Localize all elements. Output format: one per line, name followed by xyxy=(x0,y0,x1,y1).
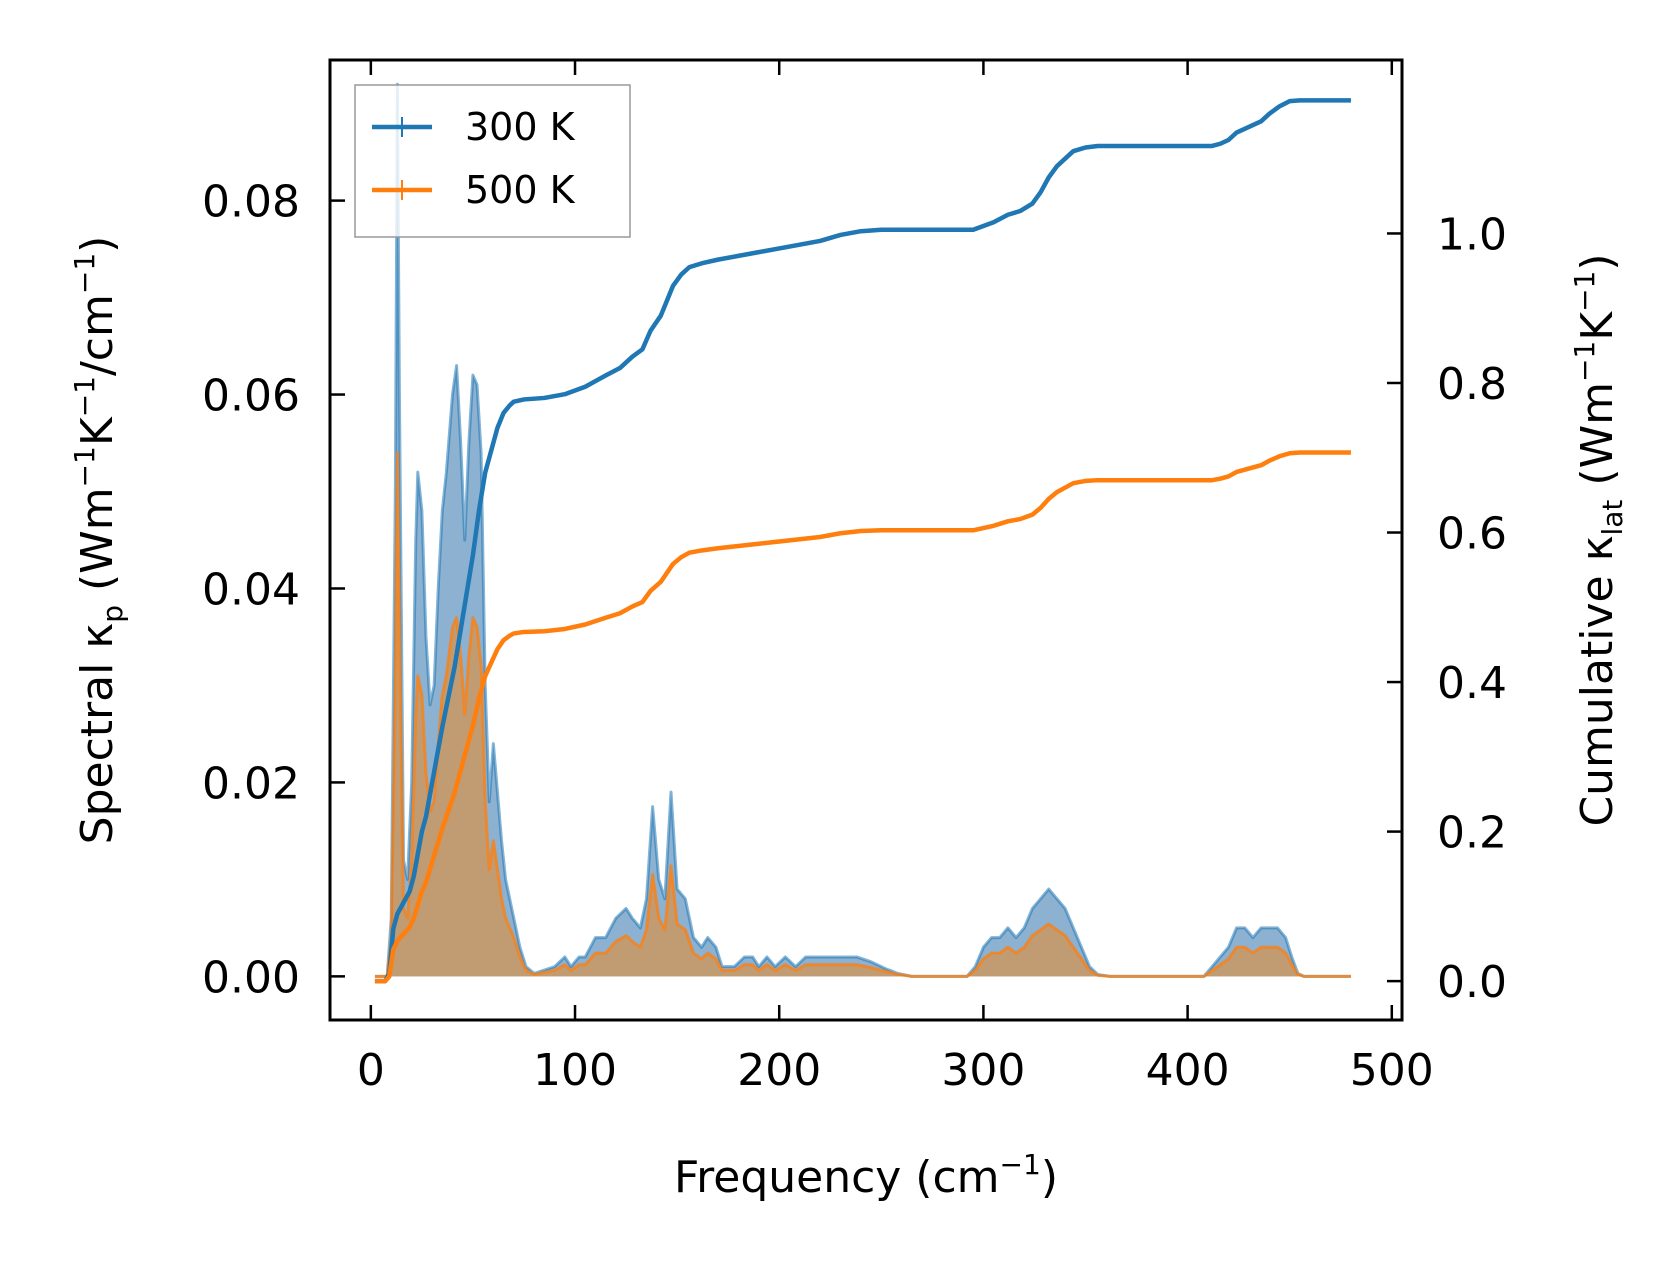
plot-frame xyxy=(328,58,1404,1022)
y-left-tick-label: 0.06 xyxy=(202,371,300,422)
x-tick-label: 100 xyxy=(533,1045,617,1096)
cumulative-500k-line xyxy=(374,450,1351,984)
spectral-500k-fill xyxy=(374,452,1351,977)
y-left-tick-label: 0.04 xyxy=(202,564,300,615)
y-right-tick-label: 1.0 xyxy=(1437,209,1507,260)
y-left-tick-label: 0.08 xyxy=(202,177,300,228)
x-tick-label: 400 xyxy=(1146,1045,1230,1096)
axis-ticks: 0 100 200 300 400 500 0.00 0.02 0.04 0.06 0.08 0.0 0… xyxy=(202,60,1507,1096)
x-tick-label: 300 xyxy=(941,1045,1025,1096)
legend-label-300k: 300 K xyxy=(465,105,576,149)
x-axis-label: Frequency (cm−1) xyxy=(674,1148,1058,1203)
y-right-tick-label: 0.4 xyxy=(1437,658,1507,709)
y-left-tick-label: 0.00 xyxy=(202,952,300,1003)
y-axis-label-right: Cumulative κlat (Wm−1K−1) xyxy=(1568,253,1629,826)
legend: 300 K 500 K xyxy=(354,84,631,238)
y-right-tick-label: 0.2 xyxy=(1437,808,1507,859)
legend-label-500k: 500 K xyxy=(465,168,576,212)
legend-box xyxy=(354,84,631,238)
plot-area xyxy=(374,82,1351,984)
spectral-300k-line xyxy=(374,82,1351,978)
y-right-tick-label: 0.0 xyxy=(1437,957,1507,1008)
y-axis-label-left: Spectral κp (Wm−1K−1/cm−1) xyxy=(68,236,129,845)
cumulative-300k-line xyxy=(374,98,1351,984)
y-left-tick-label: 0.02 xyxy=(202,758,300,809)
x-tick-label: 200 xyxy=(737,1045,821,1096)
y-right-tick-label: 0.6 xyxy=(1437,509,1507,560)
spectral-500k-line xyxy=(374,451,1351,978)
x-tick-label: 0 xyxy=(357,1045,385,1096)
x-tick-label: 500 xyxy=(1350,1045,1434,1096)
y-right-tick-label: 0.8 xyxy=(1437,359,1507,410)
